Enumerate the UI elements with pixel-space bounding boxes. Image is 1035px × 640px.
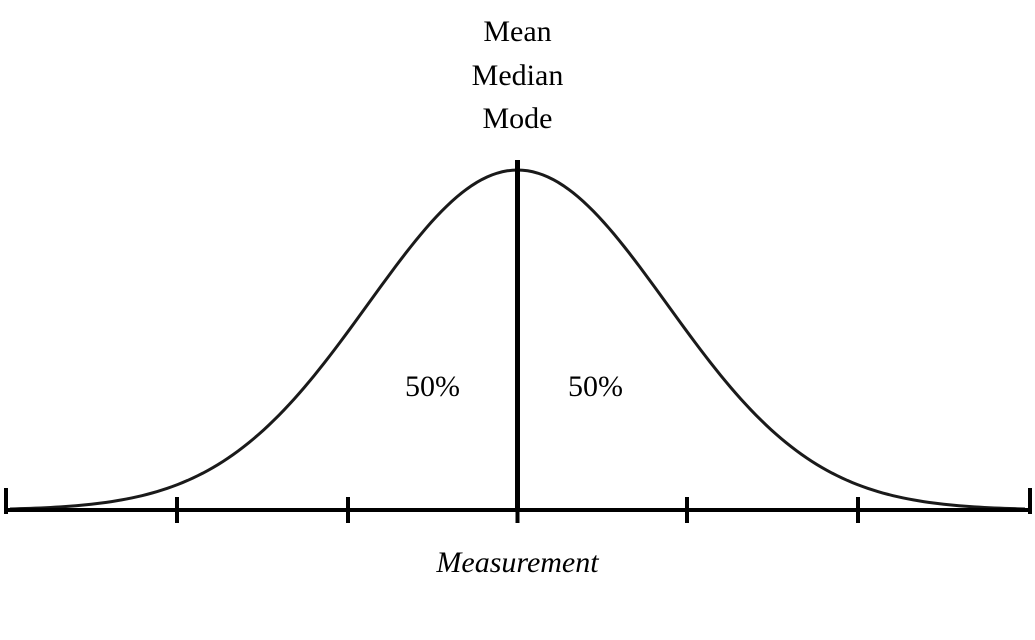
mean-label: Mean bbox=[0, 10, 1035, 54]
mode-label: Mode bbox=[0, 97, 1035, 141]
percent-left-label: 50% bbox=[405, 370, 460, 404]
percent-right-label: 50% bbox=[568, 370, 623, 404]
median-label: Median bbox=[0, 54, 1035, 98]
normal-distribution-chart: Mean Median Mode 50% 50% Measurement bbox=[0, 0, 1035, 635]
center-labels: Mean Median Mode bbox=[0, 10, 1035, 141]
x-axis-label: Measurement bbox=[436, 546, 598, 580]
